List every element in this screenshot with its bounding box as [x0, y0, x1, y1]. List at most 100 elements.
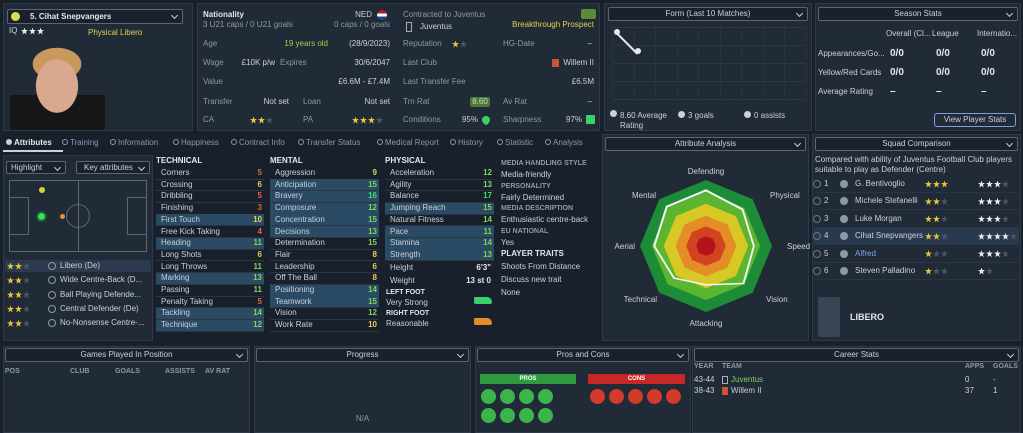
section-title: PHYSICAL [385, 156, 426, 165]
row-sep [814, 279, 1019, 280]
star [933, 180, 940, 188]
panel-header[interactable] [818, 7, 1018, 21]
attribute-name: Composure [275, 203, 317, 213]
section-title: TECHNICAL [156, 156, 203, 165]
attribute-value: 11 [253, 261, 262, 271]
row-sep [385, 248, 494, 250]
role-name: Wide Centre-Back (D... [60, 275, 143, 285]
label: £6.5M [571, 77, 594, 86]
media-heading: MEDIA HANDLING STYLE [501, 160, 587, 167]
star [258, 116, 265, 124]
star [978, 180, 985, 188]
boot-left [474, 297, 492, 304]
cons-box [588, 374, 685, 384]
panel-header[interactable] [815, 137, 1018, 151]
panel [604, 3, 812, 131]
role-name: LIBERO [850, 312, 885, 322]
star [986, 250, 993, 258]
label: – [587, 97, 592, 106]
tab-icon [231, 139, 237, 145]
player-icon [813, 249, 821, 258]
star [933, 215, 940, 223]
star [376, 116, 383, 124]
attribute-name: Marking [161, 273, 190, 283]
panel-header[interactable] [256, 348, 469, 362]
row-sep [270, 237, 379, 238]
pitch-box [9, 197, 29, 235]
tab[interactable]: Information [118, 138, 159, 147]
con-icon [647, 389, 662, 404]
label: PROS [519, 376, 537, 382]
attribute-value: 6 [257, 179, 262, 189]
star [994, 232, 1001, 240]
role-name: Ball Playing Defende... [60, 289, 141, 299]
tab[interactable]: Attributes [14, 138, 52, 147]
grid-line [784, 25, 785, 101]
grid-line [698, 25, 699, 101]
label: 3 U21 caps / 0 U21 goals [203, 20, 293, 29]
star [29, 27, 36, 35]
tab[interactable]: Statistic [505, 138, 534, 147]
pitch-box [127, 197, 147, 235]
highlight-dropdown[interactable] [6, 161, 66, 174]
position-dot [36, 211, 47, 222]
filter-dropdown[interactable] [76, 161, 150, 174]
attribute-name: Flair [275, 249, 291, 259]
pro-icon [500, 408, 515, 423]
assist-icon [744, 111, 751, 118]
name-dropdown[interactable] [7, 9, 183, 24]
attribute-name: Corners [161, 168, 190, 177]
row-sep [385, 190, 494, 192]
player-icon [813, 232, 821, 241]
star [925, 267, 932, 275]
attribute-name: Anticipation [275, 179, 317, 189]
panel-header[interactable] [694, 348, 1019, 362]
star [941, 267, 948, 275]
label: Sharpness [503, 115, 542, 124]
label[interactable]: Highlight [11, 162, 43, 172]
panel-header[interactable] [608, 7, 808, 21]
career-cell: 43-44 [694, 375, 715, 384]
row-sep [814, 209, 1019, 211]
tab[interactable]: Happiness [181, 138, 219, 147]
key-highlight [156, 307, 264, 319]
attribute-value: 11 [253, 238, 262, 248]
panel-header[interactable] [5, 348, 248, 362]
attribute-value: 15 [483, 203, 492, 213]
role-icon [48, 262, 56, 270]
tab[interactable]: Transfer Status [306, 138, 361, 147]
key-highlight [270, 226, 379, 237]
attribute-value: 14 [483, 238, 492, 248]
role-selected [5, 260, 151, 272]
column-header: ASSISTS [165, 368, 195, 375]
button-label[interactable]: View Player Stats [943, 115, 1007, 124]
tab[interactable]: Medical Report [385, 138, 439, 147]
grid-line [612, 25, 613, 101]
column-header: APPS [965, 363, 985, 370]
panel-header[interactable] [477, 348, 689, 362]
view-button[interactable] [934, 113, 1016, 127]
label[interactable]: Key attributes [84, 162, 133, 172]
tab-icon [377, 139, 383, 145]
star [925, 215, 932, 223]
attribute-name: Acceleration [390, 168, 435, 177]
pitch-circle [66, 204, 90, 228]
tab[interactable]: Training [70, 138, 99, 147]
attribute-name: Crossing [161, 179, 193, 189]
tab[interactable]: Analysis [553, 138, 583, 147]
row-sep [156, 272, 264, 274]
row-sep [270, 307, 379, 309]
attribute-name: Agility [390, 179, 412, 189]
star [266, 116, 273, 124]
panel-title: Form (Last 10 Matches) [665, 9, 751, 18]
club-badge [722, 376, 728, 384]
role-icon [48, 290, 56, 299]
label: Conditions [403, 115, 441, 124]
player-icon [813, 267, 821, 275]
attribute-name: Natural Fitness [390, 214, 444, 224]
label: 8.60 Average Rating [620, 111, 668, 130]
row-sep [270, 283, 379, 285]
tab[interactable]: Contract Info [239, 138, 285, 147]
tab[interactable]: History [458, 138, 483, 147]
panel-header[interactable] [605, 137, 806, 151]
